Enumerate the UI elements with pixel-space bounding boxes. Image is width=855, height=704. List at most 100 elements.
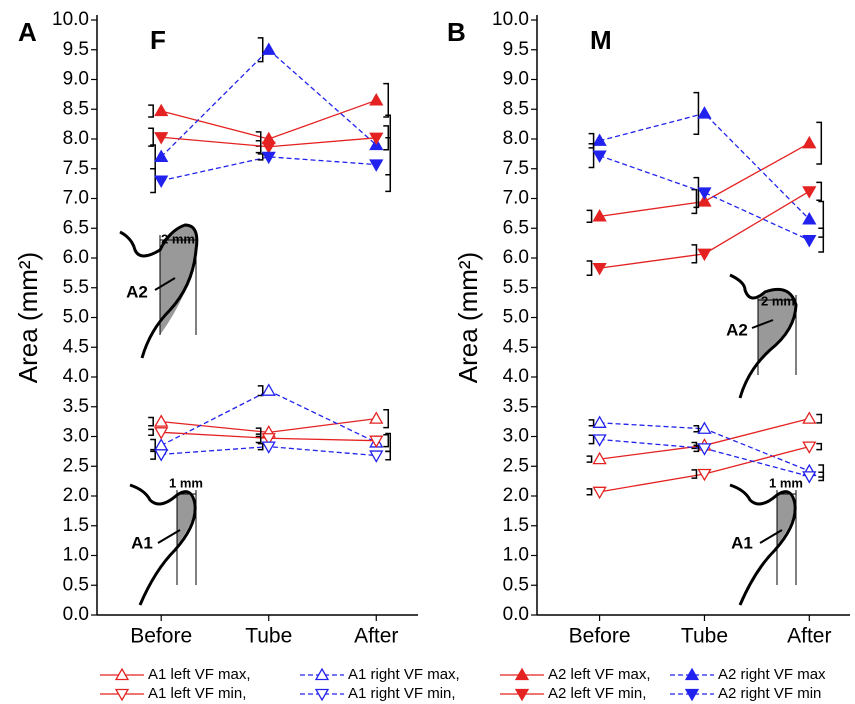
marker xyxy=(802,212,817,225)
y-tick-label: 1.5 xyxy=(503,515,529,536)
error-bar xyxy=(816,121,823,165)
legend-marker xyxy=(684,688,700,702)
error-bar xyxy=(818,200,825,238)
error-bar xyxy=(693,444,700,453)
error-bar xyxy=(255,140,262,154)
error-bar xyxy=(255,427,262,438)
legend-label: A2 left VF max, xyxy=(548,666,651,683)
y-tick-label: 2.0 xyxy=(503,485,529,506)
legend-marker xyxy=(114,688,130,702)
error-bar xyxy=(255,433,262,444)
marker xyxy=(802,441,817,454)
y-tick-label: 9.5 xyxy=(503,39,529,60)
marker xyxy=(154,149,169,162)
marker xyxy=(154,449,169,462)
error-bar xyxy=(693,91,700,135)
inset-a2-m xyxy=(729,273,798,399)
marker xyxy=(592,451,607,465)
y-tick-label: 5.5 xyxy=(503,277,529,298)
error-bar xyxy=(150,168,156,194)
y-tick-label: 7.5 xyxy=(503,158,529,179)
marker xyxy=(369,450,384,463)
error-bar xyxy=(818,471,825,482)
y-tick-label: 4.5 xyxy=(503,336,529,357)
legend-marker xyxy=(514,688,530,702)
error-bar xyxy=(816,181,823,202)
error-bar xyxy=(586,209,593,224)
legend-marker xyxy=(114,667,130,681)
marker xyxy=(154,175,169,188)
marker xyxy=(697,468,712,482)
error-bar xyxy=(588,143,595,169)
marker xyxy=(154,438,169,451)
y-tick-label: 0.5 xyxy=(503,574,529,595)
y-tick-label: 8.0 xyxy=(63,128,89,149)
y-tick-label: 1.0 xyxy=(63,545,89,566)
y-tick-label: 2.0 xyxy=(63,485,89,506)
marker xyxy=(261,141,276,155)
marker xyxy=(697,421,712,434)
error-bar xyxy=(586,455,593,463)
y-tick-label: 8.0 xyxy=(503,128,529,149)
error-bar xyxy=(257,385,264,397)
marker xyxy=(697,194,712,207)
error-bar xyxy=(150,438,156,453)
legend-label: A2 right VF max xyxy=(718,666,826,683)
y-tick-label: 3.0 xyxy=(503,426,529,447)
y-tick-label: 6.5 xyxy=(63,217,89,238)
marker xyxy=(592,486,607,500)
y-tick-label: 7.5 xyxy=(63,158,89,179)
error-bar xyxy=(816,442,823,451)
y-tick-label: 5.0 xyxy=(503,307,529,328)
error-bar xyxy=(818,464,825,478)
y-tick-label: 3.0 xyxy=(63,426,89,447)
error-bar xyxy=(385,137,392,193)
annotation: A1 xyxy=(131,533,153,552)
error-bar xyxy=(150,144,156,170)
legend-marker xyxy=(314,688,330,702)
y-tick-label: 0.0 xyxy=(63,604,89,625)
marker xyxy=(261,441,276,454)
y-tick-label: 6.0 xyxy=(503,247,529,268)
marker xyxy=(592,262,607,276)
error-bar xyxy=(586,488,593,496)
marker xyxy=(697,106,712,119)
y-tick-label: 8.5 xyxy=(63,98,89,119)
error-bar xyxy=(148,104,154,118)
marker xyxy=(802,411,817,424)
y-tick-label: 6.0 xyxy=(63,247,89,268)
x-tick-label: Before xyxy=(569,625,631,648)
y-tick-label: 10.0 xyxy=(492,9,529,30)
error-bar xyxy=(586,260,593,277)
y-tick-label: 2.5 xyxy=(63,455,89,476)
annotation: 1 mm xyxy=(169,475,203,490)
y-tick-label: 1.0 xyxy=(503,545,529,566)
y-tick-label: 7.0 xyxy=(63,188,89,209)
panel-label: B xyxy=(447,17,466,47)
y-tick-label: 10.0 xyxy=(52,9,89,30)
y-tick-label: 5.5 xyxy=(63,277,89,298)
error-bar xyxy=(818,227,825,253)
y-tick-label: 9.0 xyxy=(503,69,529,90)
y-tick-label: 4.0 xyxy=(63,366,89,387)
error-bar xyxy=(148,428,154,437)
marker xyxy=(369,411,384,424)
annotation: A2 xyxy=(126,282,148,301)
marker xyxy=(802,471,817,484)
y-tick-label: 9.0 xyxy=(63,69,89,90)
annotation: 2 mm xyxy=(161,231,195,246)
y-tick-label: 8.5 xyxy=(503,98,529,119)
marker xyxy=(154,427,169,440)
error-bar xyxy=(383,82,390,118)
legend-label: A1 right VF max, xyxy=(348,666,460,683)
inset-a2-f xyxy=(119,223,199,359)
marker xyxy=(592,150,607,163)
error-bar xyxy=(588,419,595,427)
marker xyxy=(154,132,169,145)
marker xyxy=(154,103,169,117)
marker xyxy=(261,42,276,55)
annotation: A2 xyxy=(726,320,748,339)
error-bar xyxy=(691,244,698,264)
inset-a1-m xyxy=(729,483,797,606)
inset-a1-f xyxy=(129,483,197,606)
